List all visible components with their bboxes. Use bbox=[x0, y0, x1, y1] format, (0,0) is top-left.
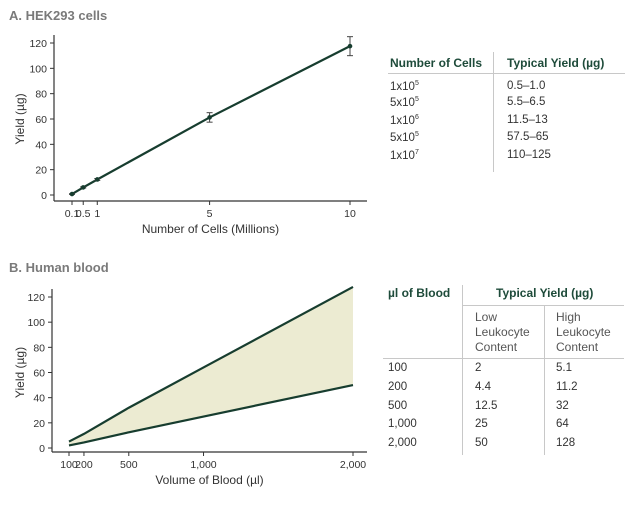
table-b-cell: 12.5 bbox=[475, 400, 498, 412]
table-b-cell: 25 bbox=[475, 418, 488, 430]
x-tick-label: 2,000 bbox=[340, 459, 366, 471]
y-tick-label: 20 bbox=[33, 418, 45, 430]
text: Content bbox=[556, 340, 599, 354]
data-point bbox=[80, 185, 86, 190]
exponent: 5 bbox=[414, 96, 419, 103]
table-a-header-yield: Typical Yield (µg) bbox=[507, 56, 605, 70]
subheader-low: Low Leukocyte Content bbox=[475, 310, 530, 355]
y-tick-label: 80 bbox=[33, 342, 45, 354]
data-point bbox=[69, 191, 75, 197]
x-tick-label: 0.1 bbox=[65, 208, 80, 220]
divider bbox=[493, 52, 494, 172]
table-b-cell: 128 bbox=[556, 437, 576, 449]
table-b-cell: 500 bbox=[388, 400, 408, 412]
divider bbox=[462, 305, 624, 306]
divider bbox=[383, 358, 624, 359]
exponent: 6 bbox=[414, 114, 419, 121]
table-b-header-yield: Typical Yield (µg) bbox=[496, 286, 594, 300]
x-tick-label: 100 bbox=[60, 459, 78, 471]
table-a-cells: 1x105 bbox=[390, 80, 419, 93]
y-tick-label: 100 bbox=[27, 317, 45, 329]
exponent: 5 bbox=[414, 80, 419, 87]
table-a-cells: 5x105 bbox=[390, 96, 419, 109]
y-tick-label: 20 bbox=[35, 165, 47, 177]
table-b-header-volume: µl of Blood bbox=[388, 286, 451, 300]
y-tick-label: 60 bbox=[33, 368, 45, 380]
table-b-cell: 4.4 bbox=[475, 381, 491, 393]
y-tick-label: 40 bbox=[35, 139, 47, 151]
table-b-cell: 100 bbox=[388, 362, 408, 374]
table-b-cell: 32 bbox=[556, 400, 569, 412]
x-axis-label: Number of Cells (Millions) bbox=[142, 222, 279, 236]
divider bbox=[388, 73, 625, 74]
table-b-cell: 11.2 bbox=[556, 381, 578, 393]
table-b-cell: 64 bbox=[556, 418, 569, 430]
text: Content bbox=[475, 340, 518, 354]
text: Leukocyte bbox=[556, 325, 611, 339]
table-b-cell: 200 bbox=[388, 381, 408, 393]
x-axis-label: Volume of Blood (µl) bbox=[155, 473, 263, 487]
series-line bbox=[71, 45, 351, 195]
y-tick-label: 60 bbox=[35, 114, 47, 126]
text: 1x10 bbox=[390, 80, 415, 93]
x-tick-label: 1 bbox=[94, 208, 100, 220]
series-low-line bbox=[68, 384, 354, 447]
y-tick-label: 80 bbox=[35, 89, 47, 101]
series-high-line bbox=[68, 285, 354, 443]
table-b-cell: 50 bbox=[475, 437, 488, 449]
table-a-yield: 110–125 bbox=[507, 149, 551, 161]
data-point bbox=[347, 43, 353, 49]
x-tick-label: 5 bbox=[207, 208, 213, 220]
table-a-yield: 5.5–6.5 bbox=[507, 96, 546, 108]
table-b-cell: 2,000 bbox=[388, 437, 417, 449]
x-tick-label: 1,000 bbox=[190, 459, 216, 471]
y-tick-label: 120 bbox=[27, 292, 45, 304]
x-tick-label: 500 bbox=[120, 459, 138, 471]
table-a-yield: 0.5–1.0 bbox=[507, 80, 546, 92]
exponent: 5 bbox=[414, 131, 419, 138]
y-axis-label: Yield (µg) bbox=[13, 347, 27, 398]
text: 5x10 bbox=[390, 96, 415, 109]
y-tick-label: 0 bbox=[39, 443, 45, 455]
exponent: 7 bbox=[414, 149, 419, 156]
divider bbox=[462, 285, 463, 455]
data-point bbox=[207, 115, 212, 120]
table-a-header-cells: Number of Cells bbox=[390, 56, 483, 70]
y-tick-label: 40 bbox=[33, 393, 45, 405]
x-tick-label: 10 bbox=[344, 208, 356, 220]
y-tick-label: 100 bbox=[29, 63, 47, 75]
chart-b-title: B. Human blood bbox=[9, 260, 109, 275]
text: High bbox=[556, 310, 581, 324]
y-tick-label: 120 bbox=[29, 38, 47, 50]
range-area bbox=[69, 286, 353, 446]
table-a-yield: 11.5–13 bbox=[507, 114, 548, 126]
x-tick-label: 0.5 bbox=[76, 208, 91, 220]
table-b-cell: 5.1 bbox=[556, 362, 572, 374]
table-a-cells: 1x107 bbox=[390, 149, 419, 162]
table-a-cells: 5x105 bbox=[390, 131, 419, 144]
table-a-cells: 1x106 bbox=[390, 114, 419, 127]
text: Low bbox=[475, 310, 498, 324]
y-axis-label: Yield (µg) bbox=[13, 93, 27, 144]
table-b-cell: 1,000 bbox=[388, 418, 417, 430]
subheader-high: High Leukocyte Content bbox=[556, 310, 611, 355]
table-b-cell: 2 bbox=[475, 362, 482, 374]
y-tick-label: 0 bbox=[41, 190, 47, 202]
table-a-yield: 57.5–65 bbox=[507, 131, 549, 143]
divider bbox=[544, 305, 545, 455]
text: 5x10 bbox=[390, 131, 415, 144]
chart-a-title: A. HEK293 cells bbox=[9, 8, 108, 23]
x-tick-label: 200 bbox=[75, 459, 93, 471]
text: 1x10 bbox=[390, 114, 415, 127]
text: Leukocyte bbox=[475, 325, 530, 339]
text: 1x10 bbox=[390, 149, 415, 162]
data-point bbox=[94, 177, 100, 182]
